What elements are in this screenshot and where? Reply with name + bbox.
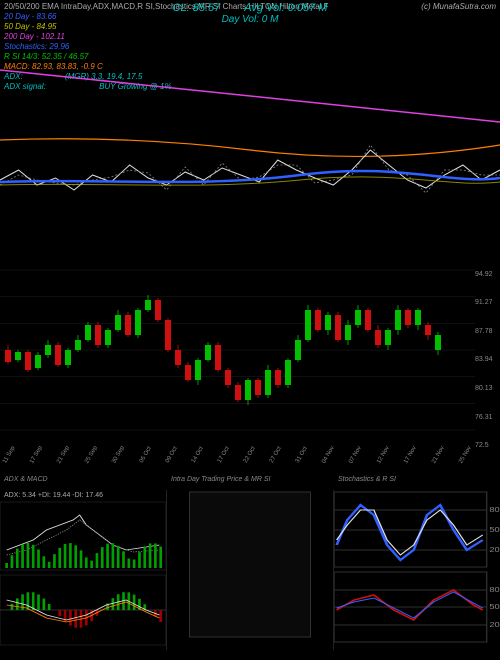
candle-panel: 94.9291.2787.7883.9480.1376.3172.5 11 Se… (0, 260, 500, 460)
candle-y-axis: 94.9291.2787.7883.9480.1376.3172.5 (475, 260, 500, 460)
orange-line (0, 139, 500, 157)
stoch-title: Stochastics & R SI (338, 476, 396, 483)
ema-chart-panel (0, 10, 500, 240)
svg-text:80: 80 (489, 586, 500, 594)
stoch-chart: 80 50 20 80 50 20 (334, 490, 500, 650)
adx-chart (0, 490, 166, 650)
bottom-row: ADX & MACD ADX: 5.34 +DI: 19.44 -DI: 17.… (0, 490, 500, 650)
ema200-line (0, 70, 500, 122)
svg-text:50: 50 (489, 526, 500, 534)
candle-x-axis: 11 Sep17 Sep21 Sep25 Sep30 Sep05 Oct09 O… (0, 452, 475, 458)
ema-chart (0, 10, 500, 240)
svg-text:20: 20 (489, 546, 500, 554)
price-dotted (0, 145, 500, 193)
adx-macd-panel: ADX & MACD ADX: 5.34 +DI: 19.44 -DI: 17.… (0, 490, 167, 650)
svg-text:80: 80 (489, 506, 500, 514)
candle-chart[interactable] (0, 260, 475, 440)
intra-title: Intra Day Trading Price & MR SI (171, 476, 270, 483)
adx-title: ADX & MACD (4, 476, 48, 483)
intra-chart (167, 490, 333, 650)
intraday-panel: Intra Day Trading Price & MR SI (167, 490, 334, 650)
svg-text:50: 50 (489, 603, 500, 611)
stoch-rsi-panel: Stochastics & R SI 80 50 20 80 50 20 (334, 490, 500, 650)
svg-text:20: 20 (489, 621, 500, 629)
